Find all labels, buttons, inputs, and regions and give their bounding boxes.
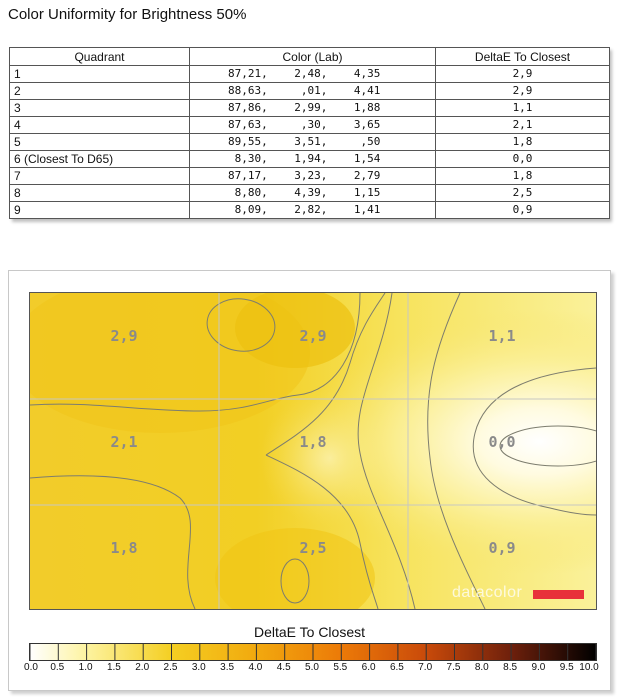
- heatmap-graphic: [30, 293, 596, 609]
- cell-quadrant: 9: [9, 201, 190, 219]
- color-scale-bar: [29, 644, 597, 660]
- quadrant-1-label: 2,9: [110, 327, 138, 345]
- scale-tick-label: 1.5: [106, 662, 121, 673]
- table-row: 7 87,17, 3,23, 2,79 1,8: [9, 167, 610, 185]
- scale-tick-label: 7.0: [418, 662, 433, 673]
- table-row: 2 88,63, ,01, 4,41 2,9: [9, 82, 610, 100]
- cell-deltae: 2,9: [435, 82, 610, 100]
- cell-color-lab: 87,17, 3,23, 2,79: [189, 167, 436, 185]
- color-scale: [29, 643, 597, 661]
- cell-quadrant: 8: [9, 184, 190, 202]
- cell-quadrant: 4: [9, 116, 190, 134]
- cell-color-lab: 8,30, 1,94, 1,54: [189, 150, 436, 168]
- scale-tick-label: 6.0: [361, 662, 376, 673]
- cell-quadrant: 3: [9, 99, 190, 117]
- legend-title: DeltaE To Closest: [253, 624, 365, 640]
- cell-color-lab: 8,09, 2,82, 1,41: [189, 201, 436, 219]
- header-quadrant: Quadrant: [9, 47, 190, 66]
- scale-tick-label: 2.5: [163, 662, 178, 673]
- table-row: 1 87,21, 2,48, 4,35 2,9: [9, 65, 610, 83]
- cell-deltae: 2,5: [435, 184, 610, 202]
- table-header-row: Quadrant Color (Lab) DeltaE To Closest: [9, 47, 610, 66]
- scale-tick-label: 0.5: [50, 662, 65, 673]
- table-row: 9 8,09, 2,82, 1,41 0,9: [9, 201, 610, 219]
- quadrant-8-label: 2,5: [299, 539, 327, 557]
- table-row: 5 89,55, 3,51, ,50 1,8: [9, 133, 610, 151]
- uniformity-table-container: Quadrant Color (Lab) DeltaE To Closest 1…: [9, 47, 610, 219]
- scale-tick-label: 4.5: [276, 662, 291, 673]
- cell-deltae: 2,9: [435, 65, 610, 83]
- page-title: Color Uniformity for Brightness 50%: [8, 6, 247, 23]
- cell-deltae: 1,1: [435, 99, 610, 117]
- cell-quadrant: 2: [9, 82, 190, 100]
- cell-deltae: 1,8: [435, 133, 610, 151]
- scale-tick-label: 9.5: [559, 662, 574, 673]
- scale-tick-label: 8.5: [503, 662, 518, 673]
- datacolor-logo-bar: [533, 590, 584, 599]
- header-color-lab: Color (Lab): [189, 47, 436, 66]
- cell-color-lab: 87,63, ,30, 3,65: [189, 116, 436, 134]
- cell-quadrant: 7: [9, 167, 190, 185]
- scale-tick-label: 2.0: [135, 662, 150, 673]
- scale-tick-label: 3.0: [191, 662, 206, 673]
- quadrant-4-label: 2,1: [110, 433, 138, 451]
- quadrant-3-label: 1,1: [488, 327, 516, 345]
- table-row: 6 (Closest To D65) 8,30, 1,94, 1,54 0,0: [9, 150, 610, 168]
- cell-color-lab: 87,21, 2,48, 4,35: [189, 65, 436, 83]
- cell-quadrant: 5: [9, 133, 190, 151]
- cell-color-lab: 87,86, 2,99, 1,88: [189, 99, 436, 117]
- scale-tick-label: 5.5: [333, 662, 348, 673]
- scale-tick-label: 4.0: [248, 662, 263, 673]
- cell-color-lab: 8,80, 4,39, 1,15: [189, 184, 436, 202]
- scale-tick-label: 1.0: [78, 662, 93, 673]
- header-deltae: DeltaE To Closest: [435, 47, 610, 66]
- scale-tick-label: 9.0: [531, 662, 546, 673]
- quadrant-2-label: 2,9: [299, 327, 327, 345]
- cell-deltae: 0,9: [435, 201, 610, 219]
- cell-deltae: 0,0: [435, 150, 610, 168]
- scale-tick-label: 10.0: [579, 662, 599, 673]
- uniformity-heatmap: 2,9 2,9 1,1 2,1 1,8 0,0 1,8 2,5 0,9: [29, 292, 597, 610]
- scale-tick-label: 8.0: [474, 662, 489, 673]
- scale-tick-label: 7.5: [446, 662, 461, 673]
- quadrant-9-label: 0,9: [488, 539, 516, 557]
- scale-tick-label: 5.0: [305, 662, 319, 673]
- cell-quadrant: 1: [9, 65, 190, 83]
- datacolor-logo: datacolor: [452, 584, 523, 601]
- cell-deltae: 2,1: [435, 116, 610, 134]
- cell-quadrant: 6 (Closest To D65): [9, 150, 190, 168]
- uniformity-table: Quadrant Color (Lab) DeltaE To Closest 1…: [9, 47, 610, 219]
- cell-color-lab: 89,55, 3,51, ,50: [189, 133, 436, 151]
- quadrant-5-label: 1,8: [299, 433, 327, 451]
- cell-deltae: 1,8: [435, 167, 610, 185]
- scale-tick-label: 6.5: [389, 662, 404, 673]
- quadrant-6-label: 0,0: [488, 433, 516, 451]
- table-row: 8 8,80, 4,39, 1,15 2,5: [9, 184, 610, 202]
- scale-tick-label: 3.5: [220, 662, 235, 673]
- quadrant-7-label: 1,8: [110, 539, 138, 557]
- table-row: 3 87,86, 2,99, 1,88 1,1: [9, 99, 610, 117]
- scale-tick-label: 0.0: [24, 662, 38, 673]
- heatmap-panel: 2,9 2,9 1,1 2,1 1,8 0,0 1,8 2,5 0,9 data…: [8, 270, 611, 691]
- cell-color-lab: 88,63, ,01, 4,41: [189, 82, 436, 100]
- table-row: 4 87,63, ,30, 3,65 2,1: [9, 116, 610, 134]
